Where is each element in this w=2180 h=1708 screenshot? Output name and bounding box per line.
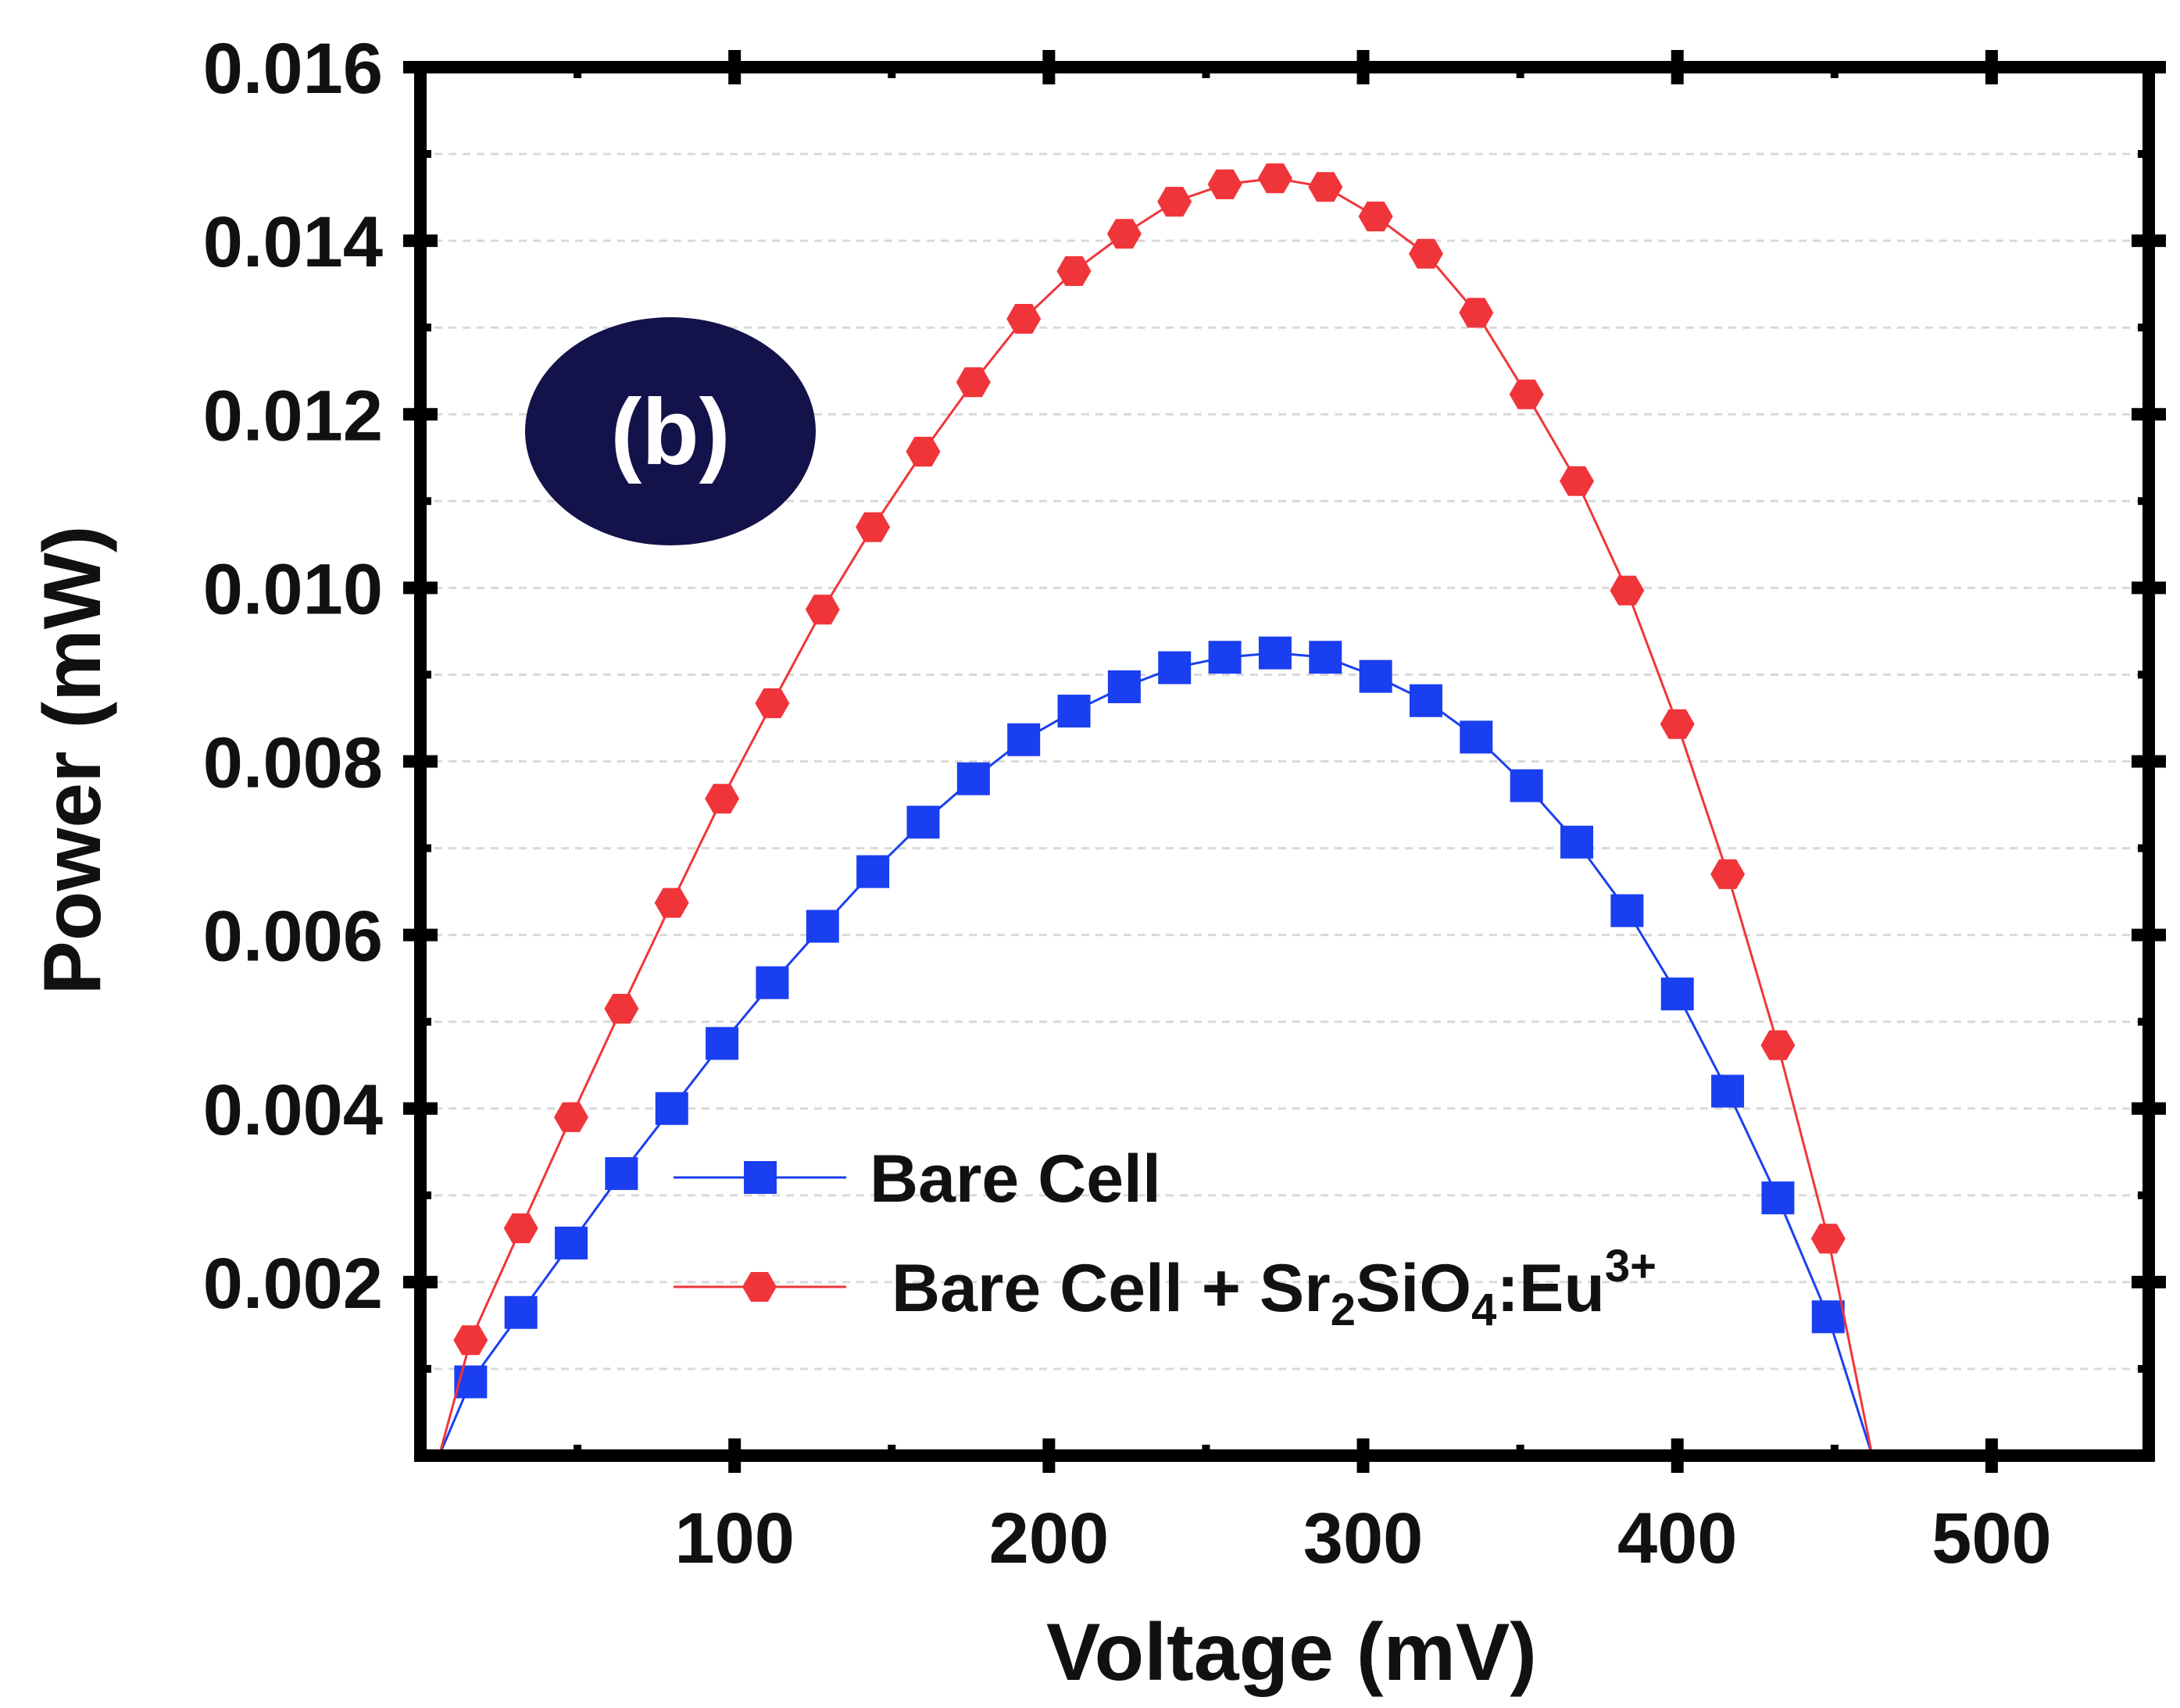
data-point <box>1257 163 1292 194</box>
data-point <box>1007 723 1041 756</box>
data-point <box>956 762 990 795</box>
y-tick-label: 0.010 <box>203 549 383 629</box>
data-point <box>1460 720 1493 754</box>
data-point <box>1560 825 1594 859</box>
data-point <box>1409 684 1442 717</box>
data-point <box>555 1226 588 1260</box>
data-series <box>438 163 1874 1456</box>
data-point <box>655 1092 688 1125</box>
data-point <box>1710 859 1746 889</box>
data-point <box>604 994 639 1024</box>
legend-marker-bare-cell-phosphor <box>742 1272 777 1302</box>
x-axis-title: Voltage (mV) <box>1046 1607 1537 1698</box>
data-point <box>1107 670 1141 703</box>
legend-label-bare-cell: Bare Cell <box>870 1142 1161 1217</box>
data-point <box>453 1325 488 1356</box>
y-axis-title: Power (mW) <box>27 526 118 995</box>
data-point <box>705 784 740 814</box>
legend-marker-bare-cell <box>744 1161 777 1194</box>
data-point <box>906 806 940 839</box>
data-point <box>856 855 890 888</box>
data-point <box>1711 1074 1745 1108</box>
data-point <box>1510 769 1543 802</box>
series-line <box>438 177 1874 1456</box>
y-tick-label: 0.012 <box>203 376 383 456</box>
data-point <box>1359 659 1392 693</box>
x-tick-label: 300 <box>1303 1499 1424 1578</box>
data-point <box>654 888 689 918</box>
data-point <box>755 688 790 719</box>
data-point <box>1660 977 1694 1011</box>
data-point <box>805 595 840 625</box>
data-point <box>956 367 991 398</box>
y-tick-label: 0.008 <box>203 724 383 803</box>
data-point <box>1459 298 1494 328</box>
data-point <box>1610 894 1644 927</box>
y-tick-label: 0.004 <box>203 1070 383 1150</box>
data-point <box>1057 695 1091 728</box>
x-tick-label: 200 <box>989 1499 1110 1578</box>
data-point <box>503 1213 538 1244</box>
x-tick-label: 400 <box>1617 1499 1738 1578</box>
y-tick-label: 0.016 <box>203 29 383 109</box>
panel-badge <box>525 317 816 545</box>
data-point <box>1158 651 1192 684</box>
data-point <box>504 1295 538 1329</box>
data-point <box>1308 172 1343 202</box>
data-point <box>1811 1300 1845 1334</box>
data-point <box>1358 202 1393 232</box>
data-point <box>1761 1181 1795 1215</box>
y-tick-label: 0.002 <box>203 1244 383 1324</box>
data-point <box>1660 709 1695 739</box>
data-point <box>756 966 789 999</box>
data-point <box>554 1102 588 1132</box>
legend-label-bare-cell-phosphor: Bare Cell + Sr2SiO4:Eu3+ <box>892 1241 1656 1335</box>
data-point <box>1208 641 1242 674</box>
legend: Bare Cell Bare Cell + Sr2SiO4:Eu3+ <box>674 1142 1656 1335</box>
y-tick-label: 0.006 <box>203 897 383 977</box>
data-point <box>1056 255 1092 286</box>
panel-label: (b) <box>610 380 730 484</box>
data-point <box>1810 1224 1846 1254</box>
y-tick-label: 0.014 <box>203 202 383 282</box>
data-point <box>806 909 839 943</box>
data-point <box>1106 219 1142 249</box>
data-point <box>1157 187 1192 217</box>
data-point <box>906 437 941 467</box>
x-tick-label: 100 <box>674 1499 795 1578</box>
data-point <box>1258 636 1292 670</box>
data-point <box>605 1157 638 1191</box>
data-point <box>1509 379 1544 409</box>
data-point <box>1560 466 1594 496</box>
grid-lines <box>420 152 2149 1370</box>
data-point <box>1207 169 1242 199</box>
axis-ticks: 0.002 0.004 0.006 0.008 0.010 0.012 0.014 0.016… <box>203 29 2166 1578</box>
data-point <box>1309 641 1342 674</box>
data-point <box>1610 575 1645 606</box>
data-point <box>706 1027 739 1060</box>
data-point <box>1760 1030 1796 1060</box>
x-tick-label: 500 <box>1932 1499 2052 1578</box>
data-point <box>1006 304 1042 334</box>
data-point <box>1409 238 1443 269</box>
data-point <box>856 512 891 542</box>
